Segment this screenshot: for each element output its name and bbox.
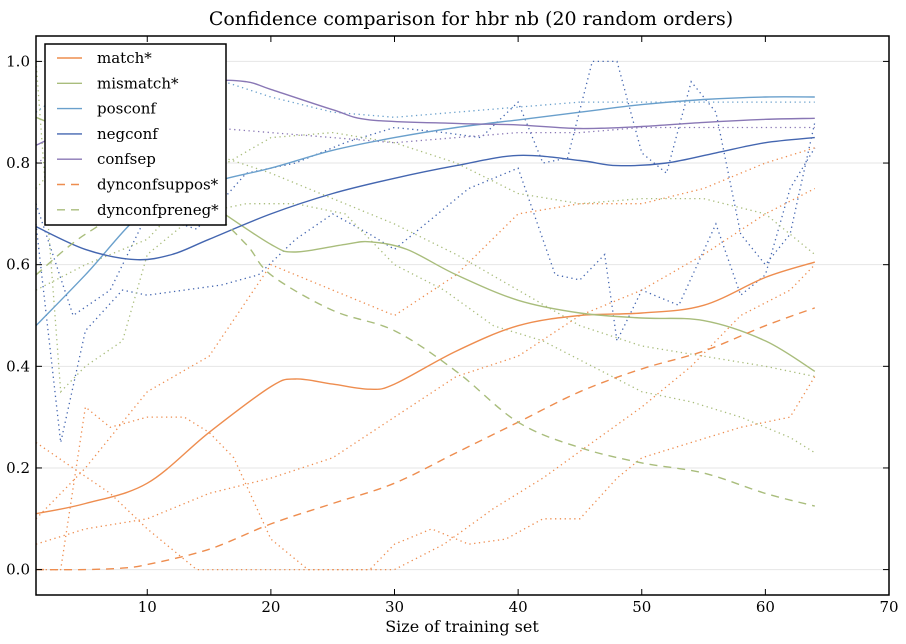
y-axis: 0.0 0.2 0.4 0.6 0.8 1.0 <box>6 52 889 579</box>
x-tick-label: 10 <box>138 598 157 616</box>
legend-label: posconf <box>97 100 157 118</box>
x-tick-label: 50 <box>632 598 651 616</box>
series-line-match <box>35 261 816 515</box>
x-axis-label: Size of training set <box>385 617 539 636</box>
series-line-dynconfsuppos <box>35 307 816 571</box>
legend-label: mismatch* <box>97 74 179 92</box>
legend-label: negconf <box>97 125 159 143</box>
x-tick-label: 70 <box>879 598 898 616</box>
y-tick-label: 0.0 <box>6 561 30 579</box>
dotted-run-line <box>35 187 816 545</box>
x-axis: 10 20 30 40 50 60 70 <box>138 36 899 616</box>
y-tick-label: 0.6 <box>6 256 30 274</box>
plot-frame <box>35 35 890 596</box>
y-tick-label: 0.8 <box>6 154 30 172</box>
legend-label: confsep <box>97 150 156 168</box>
y-tick-label: 0.2 <box>6 459 30 477</box>
series-line-negconf <box>35 136 815 261</box>
x-tick-label: 20 <box>261 598 280 616</box>
y-tick-label: 1.0 <box>6 52 30 70</box>
legend-label: dynconfpreneg* <box>97 201 219 219</box>
chart-title: Confidence comparison for hbr nb (20 ran… <box>209 8 733 30</box>
x-tick-label: 30 <box>385 598 404 616</box>
y-tick-label: 0.4 <box>6 357 30 375</box>
x-tick-label: 40 <box>509 598 528 616</box>
dotted-run-line <box>35 147 816 443</box>
dotted-run-line <box>36 376 816 571</box>
legend: match* mismatch* posconf negconf confsep dync… <box>44 43 227 226</box>
legend-label: match* <box>97 49 152 67</box>
dotted-run-line <box>35 60 816 317</box>
x-tick-label: 60 <box>756 598 775 616</box>
series-line-dynconfpreneg <box>35 202 815 507</box>
legend-label: dynconfsuppos* <box>97 176 219 194</box>
